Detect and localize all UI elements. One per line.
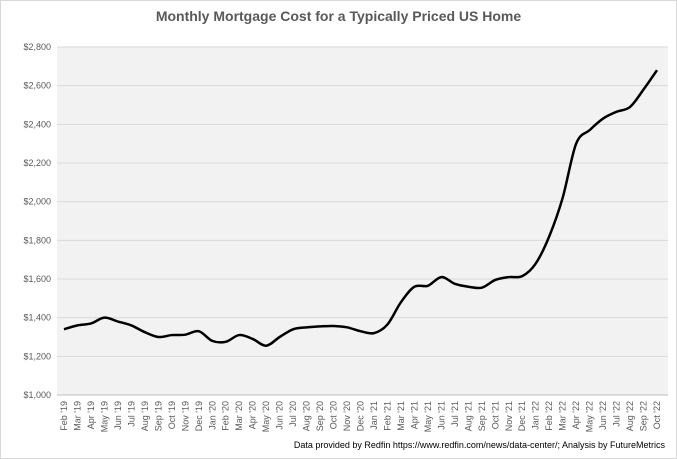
x-tick-label: Aug '19 — [140, 401, 150, 431]
x-tick-label: Sep '21 — [477, 401, 487, 431]
y-tick-label: $1,200 — [23, 351, 51, 361]
x-tick-label: Jun '22 — [598, 401, 608, 430]
x-tick-label: Oct '21 — [490, 401, 500, 429]
x-tick-label: Feb '22 — [544, 401, 554, 431]
x-tick-label: May '20 — [261, 401, 271, 432]
x-tick-label: Mar '22 — [558, 401, 568, 431]
x-tick-label: Jun '21 — [436, 401, 446, 430]
x-tick-label: Aug '20 — [302, 401, 312, 431]
y-tick-label: $1,600 — [23, 274, 51, 284]
x-tick-label: Apr '19 — [86, 401, 96, 429]
x-tick-label: Oct '19 — [167, 401, 177, 429]
x-tick-label: Apr '21 — [409, 401, 419, 429]
x-tick-label: Mar '19 — [72, 401, 82, 431]
x-tick-label: Jul '21 — [450, 401, 460, 427]
y-tick-label: $1,000 — [23, 390, 51, 400]
x-tick-label: Sep '20 — [315, 401, 325, 431]
x-tick-label: Jan '21 — [369, 401, 379, 430]
x-tick-label: Jun '20 — [275, 401, 285, 430]
x-tick-label: Apr '20 — [248, 401, 258, 429]
plot-area — [57, 47, 668, 395]
x-tick-label: Dec '21 — [517, 401, 527, 431]
y-tick-label: $2,000 — [23, 197, 51, 207]
y-tick-label: $1,800 — [23, 235, 51, 245]
y-tick-label: $2,400 — [23, 119, 51, 129]
x-tick-label: Jul '22 — [612, 401, 622, 427]
y-tick-label: $2,200 — [23, 158, 51, 168]
x-tick-label: Aug '22 — [625, 401, 635, 431]
x-tick-label: Jul '20 — [288, 401, 298, 427]
x-tick-label: Mar '21 — [396, 401, 406, 431]
x-tick-label: Feb '19 — [59, 401, 69, 431]
x-tick-label: Dec '19 — [194, 401, 204, 431]
source-note: Data provided by Redfin https://www.redf… — [293, 440, 665, 450]
x-tick-label: Dec '20 — [356, 401, 366, 431]
x-tick-label: Oct '22 — [652, 401, 662, 429]
y-tick-label: $1,400 — [23, 313, 51, 323]
x-tick-label: Nov '20 — [342, 401, 352, 431]
x-tick-label: Sep '22 — [639, 401, 649, 431]
x-tick-label: Jun '19 — [113, 401, 123, 430]
y-tick-label: $2,800 — [23, 42, 51, 52]
x-tick-label: May '22 — [585, 401, 595, 432]
x-tick-label: Oct '20 — [329, 401, 339, 429]
x-tick-label: Sep '19 — [153, 401, 163, 431]
x-tick-label: Feb '21 — [382, 401, 392, 431]
x-tick-label: Aug '21 — [463, 401, 473, 431]
y-tick-label: $2,600 — [23, 81, 51, 91]
x-tick-label: Feb '20 — [221, 401, 231, 431]
x-tick-label: May '21 — [423, 401, 433, 432]
x-tick-label: Jan '20 — [207, 401, 217, 430]
x-tick-label: Nov '19 — [180, 401, 190, 431]
x-tick-label: Mar '20 — [234, 401, 244, 431]
x-tick-label: Apr '22 — [571, 401, 581, 429]
x-tick-label: Jan '22 — [531, 401, 541, 430]
x-tick-label: Jul '19 — [126, 401, 136, 427]
x-tick-label: May '19 — [99, 401, 109, 432]
chart-title: Monthly Mortgage Cost for a Typically Pr… — [155, 8, 522, 24]
series-line-mortgage-cost — [63, 69, 659, 347]
x-tick-label: Nov '21 — [504, 401, 514, 431]
